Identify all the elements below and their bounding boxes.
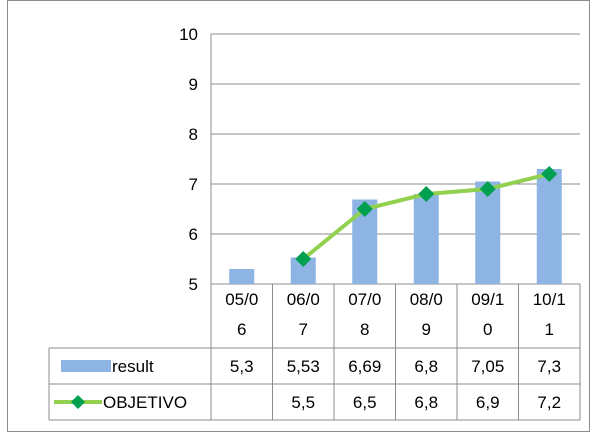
- result-row-value: 7,05: [471, 357, 504, 376]
- objetivo-row-value: 5,5: [291, 393, 315, 412]
- bar-result: [229, 269, 255, 284]
- y-tick-label: 8: [189, 125, 198, 144]
- legend-key-result: [61, 360, 111, 372]
- x-tick-label: 1: [545, 320, 554, 339]
- x-tick-label: 07/0: [348, 290, 381, 309]
- result-row-value: 5,3: [230, 357, 254, 376]
- objetivo-row-value: 6,9: [476, 393, 500, 412]
- objetivo-row-value: 6,5: [353, 393, 377, 412]
- result-row-value: 6,8: [414, 357, 438, 376]
- y-tick-label: 6: [189, 225, 198, 244]
- y-tick-label: 7: [189, 175, 198, 194]
- marker-objetivo: [356, 201, 373, 217]
- x-tick-label: 05/0: [225, 290, 258, 309]
- marker-objetivo: [479, 181, 496, 197]
- x-tick-label: 8: [360, 320, 369, 339]
- bar-result: [475, 181, 501, 284]
- marker-objetivo: [418, 186, 435, 202]
- result-row-value: 6,69: [348, 357, 381, 376]
- y-tick-label: 10: [179, 25, 198, 44]
- y-tick-label: 9: [189, 75, 198, 94]
- x-tick-label: 10/1: [533, 290, 566, 309]
- x-tick-label: 09/1: [471, 290, 504, 309]
- x-tick-label: 0: [483, 320, 492, 339]
- x-tick-label: 9: [422, 320, 431, 339]
- objetivo-row-value: 6,8: [414, 393, 438, 412]
- bar-result: [413, 194, 439, 284]
- legend-label-objetivo: OBJETIVO: [103, 393, 187, 412]
- bar-result: [536, 169, 562, 284]
- legend-key-objetivo-marker: [71, 395, 85, 409]
- result-row-value: 5,53: [287, 357, 320, 376]
- chart-frame: 5 6 7 8 9 10 05/0 6 06/0 7 07/0 8 08/0 9 09/1 0 10/1 1 5,3…: [7, 0, 590, 432]
- x-tick-label: 7: [299, 320, 308, 339]
- y-tick-label: 5: [189, 275, 198, 294]
- legend-label-result: result: [112, 357, 154, 376]
- x-tick-label: 6: [237, 320, 246, 339]
- x-tick-label: 08/0: [410, 290, 443, 309]
- objetivo-row-value: 7,2: [537, 393, 561, 412]
- marker-objetivo: [295, 251, 312, 267]
- x-tick-label: 06/0: [287, 290, 320, 309]
- chart-svg: 5 6 7 8 9 10 05/0 6 06/0 7 07/0 8 08/0 9 09/1 0 10/1 1 5,3…: [48, 25, 581, 421]
- result-row-value: 7,3: [537, 357, 561, 376]
- marker-objetivo: [541, 166, 558, 182]
